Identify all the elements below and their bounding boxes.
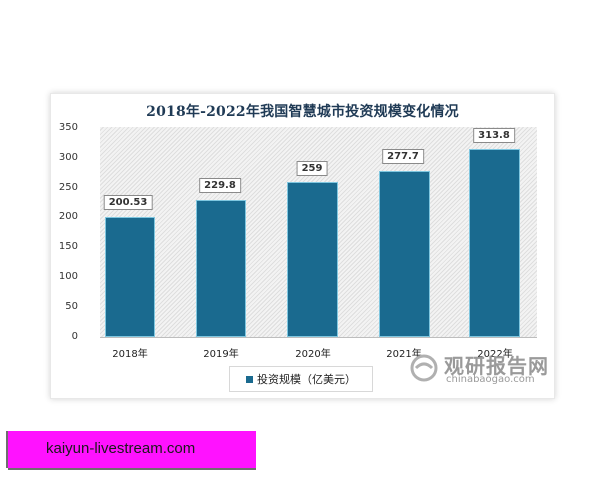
watermark-cn: 观研报告网 <box>444 354 549 378</box>
x-tick: 2021年 <box>386 349 422 360</box>
data-label: 259 <box>296 161 328 176</box>
data-label: 277.7 <box>382 149 424 164</box>
x-tick: 2022年 <box>477 349 513 360</box>
legend-swatch <box>246 375 253 383</box>
data-label: 229.8 <box>199 178 241 193</box>
data-label: 200.53 <box>103 195 153 210</box>
x-tick: 2019年 <box>203 349 239 360</box>
bar-2019 <box>196 200 246 337</box>
legend-label: 投资规模（亿美元） <box>257 373 356 386</box>
y-tick: 250 <box>58 182 78 193</box>
x-tick: 2020年 <box>295 349 331 360</box>
promo-banner[interactable]: kaiyun-livestream.com <box>8 431 256 468</box>
y-tick: 350 <box>58 122 78 133</box>
x-axis-line <box>100 337 537 338</box>
bar-2018 <box>105 217 155 337</box>
watermark-logo-icon <box>410 354 438 382</box>
bar-2020 <box>287 182 338 337</box>
y-tick: 150 <box>58 241 78 252</box>
chart-title: 2018年-2022年我国智慧城市投资规模变化情况 <box>146 104 459 120</box>
bar-2021 <box>379 171 430 337</box>
legend: 投资规模（亿美元） <box>229 366 373 392</box>
y-tick: 200 <box>58 211 78 222</box>
data-label: 313.8 <box>473 128 515 143</box>
y-tick: 100 <box>58 271 78 282</box>
banner-text: kaiyun-livestream.com <box>46 440 196 457</box>
y-tick: 50 <box>65 301 78 312</box>
watermark-en: chinabaogao.com <box>446 374 535 385</box>
bar-2022 <box>469 149 520 337</box>
x-tick: 2018年 <box>112 349 148 360</box>
y-tick: 300 <box>58 152 78 163</box>
y-tick: 0 <box>71 331 78 342</box>
